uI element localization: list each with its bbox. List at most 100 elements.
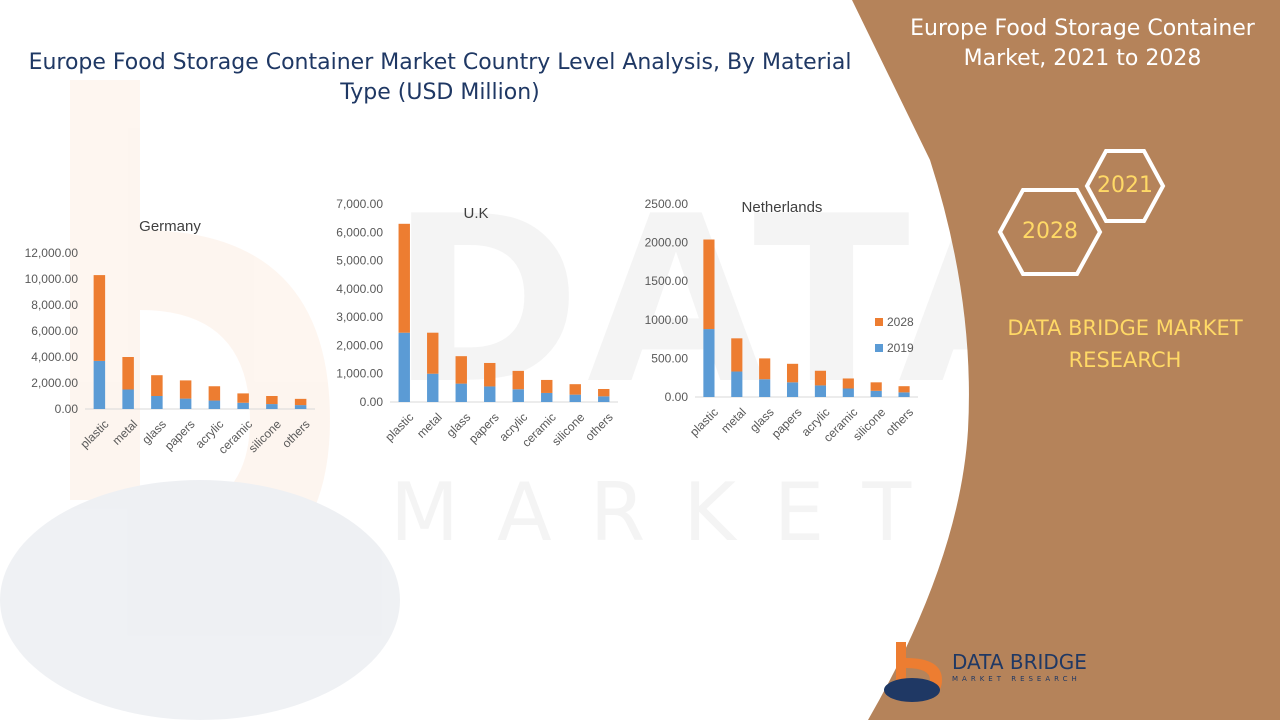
netherlands-legend-label-2019: 2019 — [887, 341, 914, 355]
germany-bar-others-2019 — [294, 405, 307, 409]
year-2021-label: 2021 — [1097, 173, 1153, 198]
germany-bar-papers-2028 — [179, 380, 192, 399]
u-k-ytick-label: 0.00 — [360, 395, 384, 409]
netherlands-chart-title: Netherlands — [742, 199, 823, 216]
germany-ytick-label: 10,000.00 — [25, 272, 79, 286]
netherlands-xtick-label: papers — [769, 405, 805, 441]
germany-bar-glass-2028 — [151, 375, 163, 396]
watermark-logo — [0, 80, 400, 720]
u-k-bar-metal-2028 — [427, 332, 439, 374]
u-k-bar-glass-2019 — [455, 383, 467, 402]
u-k-ytick-label: 1,000.00 — [336, 367, 383, 381]
netherlands-xtick-label: metal — [718, 405, 749, 436]
u-k-xtick-label: others — [582, 410, 615, 443]
netherlands-bar-glass-2028 — [759, 358, 771, 380]
germany-bar-plastic-2028 — [93, 275, 106, 361]
netherlands-bar-metal-2019 — [731, 371, 743, 397]
germany-xtick-label: metal — [110, 417, 141, 448]
u-k-bar-ceramic-2019 — [541, 392, 553, 402]
netherlands-ytick-label: 1000.00 — [645, 313, 689, 327]
netherlands-bar-ceramic-2028 — [842, 378, 854, 389]
netherlands-ytick-label: 2500.00 — [645, 197, 689, 211]
germany-bar-metal-2028 — [122, 357, 134, 390]
u-k-bar-acrylic-2019 — [512, 389, 524, 402]
side-title: Europe Food Storage Container Market, 20… — [910, 16, 1255, 71]
germany-bar-metal-2019 — [122, 389, 134, 409]
u-k-bar-plastic-2019 — [398, 332, 410, 402]
germany-ytick-label: 2,000.00 — [31, 376, 78, 390]
germany-bar-acrylic-2028 — [208, 386, 221, 401]
netherlands-bar-papers-2028 — [786, 363, 799, 383]
page-title: Europe Food Storage Container Market Cou… — [28, 50, 852, 105]
netherlands-bar-acrylic-2028 — [814, 370, 827, 386]
u-k-xtick-label: metal — [414, 410, 445, 441]
u-k-bar-metal-2019 — [427, 373, 439, 402]
logo-mark — [884, 642, 942, 702]
netherlands-bar-ceramic-2019 — [842, 388, 854, 397]
u-k-bar-acrylic-2028 — [512, 370, 524, 390]
logo-name: DATA BRIDGE — [952, 650, 1087, 674]
netherlands-xtick-label: others — [883, 405, 916, 438]
netherlands-bar-plastic-2019 — [703, 329, 715, 397]
u-k-ytick-label: 4,000.00 — [336, 282, 383, 296]
germany-bar-acrylic-2019 — [208, 400, 221, 409]
netherlands-bar-glass-2019 — [759, 379, 771, 397]
netherlands-ytick-label: 0.00 — [665, 390, 689, 404]
u-k-ytick-label: 5,000.00 — [336, 254, 383, 268]
netherlands-bar-plastic-2028 — [703, 239, 715, 330]
germany-ytick-label: 0.00 — [55, 402, 79, 416]
u-k-bar-others-2019 — [598, 396, 610, 402]
germany-ytick-label: 12,000.00 — [25, 246, 79, 260]
netherlands-xtick-label: plastic — [687, 405, 721, 439]
hexagon-2021 — [1084, 149, 1166, 223]
u-k-xtick-label: silicone — [549, 410, 587, 448]
u-k-bar-ceramic-2028 — [541, 379, 553, 393]
u-k-ytick-label: 7,000.00 — [336, 197, 383, 211]
netherlands-legend-label-2028: 2028 — [887, 315, 914, 329]
germany-bar-ceramic-2019 — [237, 402, 249, 409]
u-k-bar-silicone-2028 — [569, 384, 581, 395]
germany-ytick-label: 4,000.00 — [31, 350, 78, 364]
germany-bar-others-2028 — [294, 398, 307, 406]
u-k-ytick-label: 3,000.00 — [336, 310, 383, 324]
germany-xtick-label: plastic — [77, 417, 111, 451]
brand-name: DATA BRIDGE MARKET RESEARCH — [1007, 316, 1243, 372]
germany-ytick-label: 6,000.00 — [31, 324, 78, 338]
u-k-bar-papers-2028 — [484, 362, 496, 387]
year-2028-label: 2028 — [1022, 219, 1078, 244]
u-k-bar-others-2028 — [598, 388, 610, 397]
netherlands-ytick-label: 2000.00 — [645, 236, 689, 250]
germany-bar-plastic-2019 — [93, 360, 106, 409]
u-k-xtick-label: papers — [466, 410, 502, 446]
u-k-xtick-label: plastic — [382, 410, 416, 444]
netherlands-bar-papers-2019 — [786, 382, 799, 397]
netherlands-ytick-label: 500.00 — [651, 351, 688, 365]
germany-bar-papers-2019 — [179, 398, 192, 409]
netherlands-legend-swatch-2028 — [875, 318, 883, 326]
u-k-bar-silicone-2019 — [569, 394, 581, 402]
germany-bar-silicone-2019 — [266, 404, 278, 409]
netherlands-bar-silicone-2028 — [870, 382, 882, 391]
hexagon-2028 — [997, 188, 1103, 276]
germany-xtick-label: others — [279, 417, 312, 450]
netherlands-bar-acrylic-2019 — [814, 385, 827, 397]
germany-chart-title: Germany — [139, 218, 201, 235]
netherlands-bar-metal-2028 — [731, 338, 743, 372]
u-k-bar-glass-2028 — [455, 356, 467, 384]
u-k-bar-papers-2019 — [484, 386, 496, 402]
netherlands-ytick-label: 1500.00 — [645, 274, 689, 288]
u-k-bar-plastic-2028 — [398, 223, 410, 333]
germany-bar-glass-2019 — [151, 396, 163, 409]
netherlands-legend-swatch-2019 — [875, 344, 883, 352]
side-panel — [852, 0, 1280, 720]
u-k-chart-title: U.K — [463, 205, 488, 222]
netherlands-bar-others-2028 — [898, 386, 910, 393]
germany-ytick-label: 8,000.00 — [31, 298, 78, 312]
germany-xtick-label: silicone — [246, 417, 284, 455]
netherlands-bar-others-2019 — [898, 392, 910, 397]
germany-xtick-label: papers — [162, 417, 198, 453]
germany-bar-ceramic-2028 — [237, 393, 249, 403]
netherlands-bar-silicone-2019 — [870, 390, 882, 397]
